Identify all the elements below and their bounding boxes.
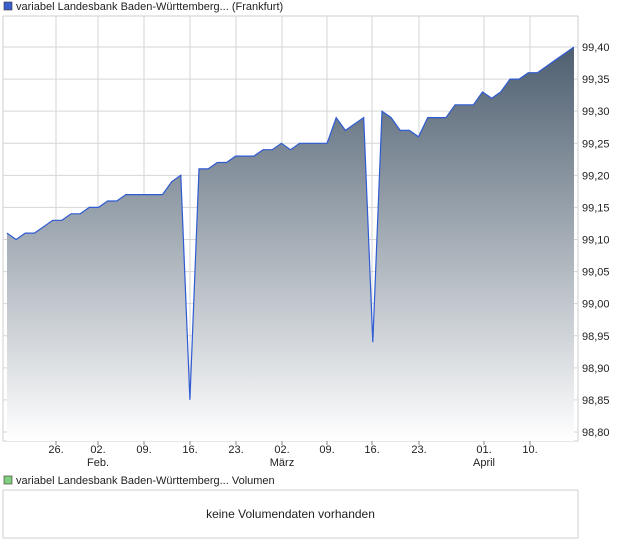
price-area-layer (6, 46, 575, 441)
x-tick-label: 23. (411, 444, 426, 456)
price-legend-label: variabel Landesbank Baden-Württemberg...… (16, 1, 283, 13)
x-tick-label: 01. (476, 444, 491, 456)
y-tick-label: 98,85 (582, 395, 610, 407)
y-tick-label: 99,00 (582, 299, 610, 311)
volume-legend-label: variabel Landesbank Baden-Württemberg...… (16, 475, 275, 487)
y-tick-label: 99,10 (582, 235, 610, 247)
x-tick-month-label: März (270, 457, 294, 469)
y-tick-label: 99,15 (582, 202, 610, 214)
y-tick-label: 98,95 (582, 331, 610, 343)
y-tick-label: 99,40 (582, 42, 610, 54)
x-tick-label: 26. (48, 444, 63, 456)
y-tick-label: 98,80 (582, 427, 610, 439)
x-tick-label: 16. (364, 444, 379, 456)
volume-legend-swatch (3, 475, 13, 485)
price-legend-swatch (3, 1, 13, 11)
x-tick-label: 09. (136, 444, 151, 456)
no-volume-message: keine Volumendaten vorhanden (206, 507, 375, 521)
y-tick-label: 99,25 (582, 138, 610, 150)
y-tick-label: 99,05 (582, 267, 610, 279)
y-tick-label: 99,30 (582, 106, 610, 118)
volume-panel (2, 489, 579, 539)
x-tick-label: 09. (319, 444, 334, 456)
x-tick-label: 02. (90, 444, 105, 456)
y-tick-label: 99,20 (582, 170, 610, 182)
price-line (6, 46, 575, 400)
y-tick-label: 99,35 (582, 74, 610, 86)
x-tick-label: 23. (228, 444, 243, 456)
x-tick-month-label: Feb. (87, 457, 109, 469)
y-tick-label: 98,90 (582, 363, 610, 375)
price-area-fill (7, 47, 574, 441)
x-tick-month-label: April (473, 457, 495, 469)
y-axis-ticks: 98,80 98,85 98,90 98,95 99,00 99,05 99,10 99,15… (582, 42, 610, 439)
x-tick-label: 02. (274, 444, 289, 456)
x-tick-label: 16. (182, 444, 197, 456)
x-tick-label: 10. (522, 444, 537, 456)
